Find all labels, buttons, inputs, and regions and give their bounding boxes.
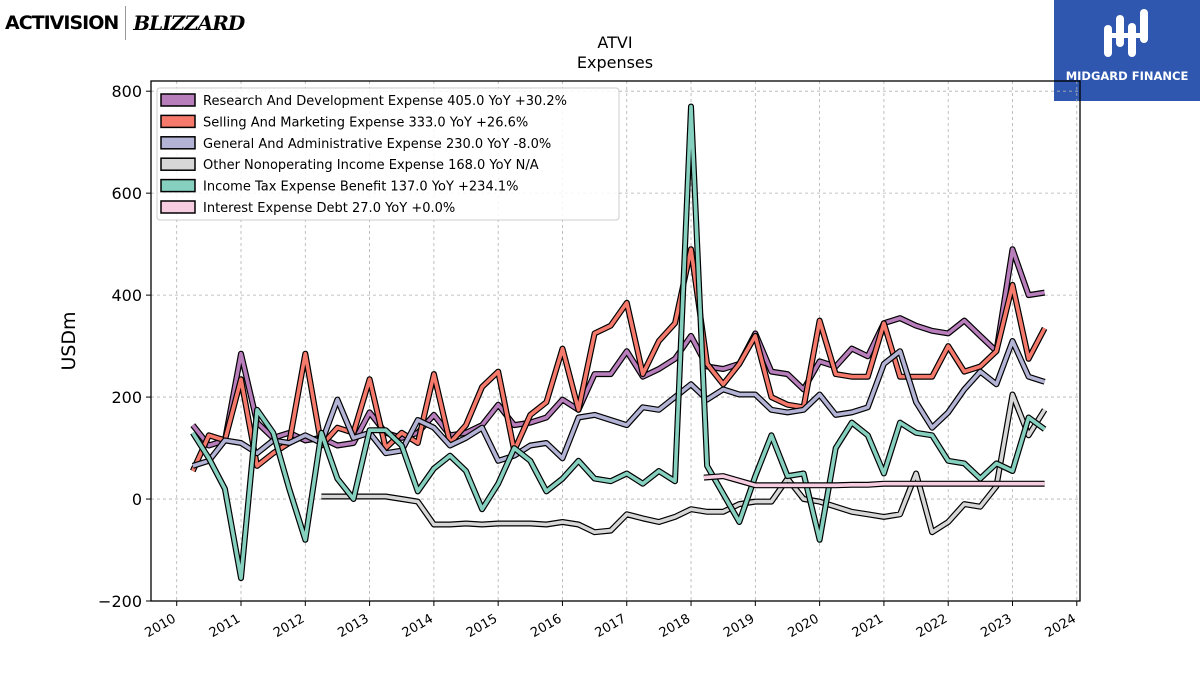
x-tick-label: 2014 <box>400 611 436 641</box>
y-tick-label: 800 <box>111 82 142 101</box>
legend-entry: Income Tax Expense Benefit 137.0 YoY +23… <box>203 180 518 195</box>
x-tick-label: 2013 <box>335 611 371 641</box>
series-5-line <box>703 473 1045 489</box>
x-tick-label: 2024 <box>1043 611 1079 641</box>
series-line-stroke <box>191 104 1046 580</box>
plot-frame <box>150 80 1081 602</box>
series-1-line <box>190 246 1048 473</box>
legend-entry: Interest Expense Debt 27.0 YoY +0.0% <box>203 201 455 216</box>
legend: Research And Development Expense 405.0 Y… <box>156 87 620 221</box>
chart-subtitle: Expenses <box>577 53 653 72</box>
midgard-finance-logo: MIDGARD FINANCE <box>1054 0 1200 101</box>
y-axis-ticks: −200 0 200 400 600 800 <box>98 82 151 611</box>
x-tick-label: 2022 <box>914 611 950 641</box>
y-tick-label: 200 <box>111 388 142 407</box>
series-line-outline <box>190 246 1046 449</box>
series-lines <box>190 103 1048 582</box>
legend-swatch <box>160 157 196 171</box>
series-line-stroke <box>321 392 1047 535</box>
series-line-stroke <box>191 247 1047 472</box>
series-line-stroke <box>703 474 1045 488</box>
x-tick-label: 2010 <box>143 611 179 641</box>
x-tick-label: 2012 <box>271 611 307 641</box>
activision-logo-text: ACTIVISION <box>5 12 119 34</box>
midgard-emblem-icon <box>1104 9 1148 57</box>
y-tick-label: 0 <box>132 490 142 509</box>
legend-entry: Research And Development Expense 405.0 Y… <box>203 94 567 109</box>
legend-box <box>156 87 620 221</box>
legend-swatch <box>160 114 196 129</box>
y-tick-label: 600 <box>111 184 142 203</box>
series-4-line <box>190 103 1047 582</box>
x-tick-label: 2015 <box>464 611 500 641</box>
series-3-line <box>321 391 1048 536</box>
blizzard-logo-text: BLIZZARD <box>133 11 245 35</box>
x-tick-label: 2018 <box>657 611 693 641</box>
x-tick-label: 2021 <box>850 611 886 641</box>
legend-swatch <box>160 93 196 107</box>
series-2-line <box>191 338 1046 469</box>
series-line-stroke <box>191 247 1045 448</box>
series-line-stroke <box>192 339 1046 468</box>
y-axis-label: USDm <box>58 311 80 370</box>
x-tick-label: 2019 <box>721 611 757 641</box>
x-axis-ticks: 2010 2011 2012 2013 2014 2015 2016 2017 2018 2019… <box>143 601 1079 641</box>
logo-divider <box>125 6 127 40</box>
x-tick-label: 2017 <box>593 611 629 641</box>
legend-entry: General And Administrative Expense 230.0… <box>203 137 551 152</box>
midgard-finance-label: MIDGARD FINANCE <box>1065 69 1189 83</box>
x-tick-label: 2011 <box>207 611 243 641</box>
x-tick-label: 2020 <box>785 611 821 641</box>
x-tick-label: 2023 <box>978 611 1014 641</box>
x-tick-label: 2016 <box>528 611 564 641</box>
activision-blizzard-logo: ACTIVISION BLIZZARD <box>5 6 245 40</box>
legend-swatch <box>160 136 196 150</box>
y-tick-label: 400 <box>111 286 142 305</box>
y-tick-label: −200 <box>98 592 142 611</box>
legend-swatch <box>160 178 196 193</box>
series-0-line <box>190 246 1046 449</box>
legend-entry: Selling And Marketing Expense 333.0 YoY … <box>203 115 528 130</box>
chart-title: ATVI <box>597 33 632 52</box>
legend-swatch <box>160 200 196 214</box>
legend-entry: Other Nonoperating Income Expense 168.0 … <box>203 158 539 173</box>
